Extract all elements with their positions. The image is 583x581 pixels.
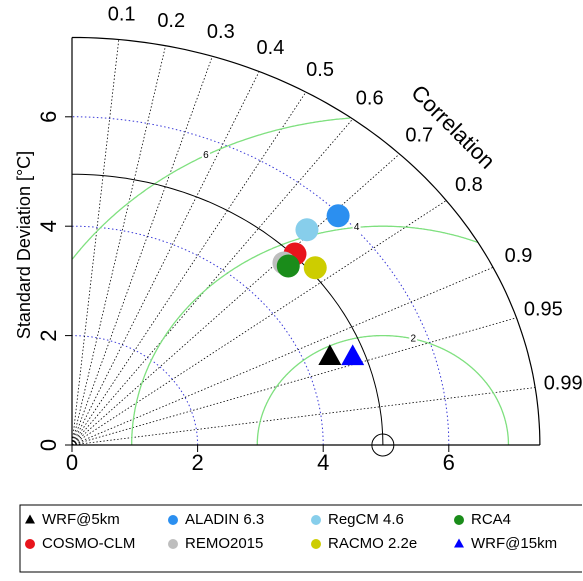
rms-tick-label: 4 (354, 222, 360, 233)
legend-marker (25, 514, 35, 524)
y-axis-label: Standard Deviation [°C] (14, 151, 34, 339)
legend-label: ALADIN 6.3 (185, 511, 264, 528)
data-point (341, 344, 365, 366)
correlation-ray (71, 266, 494, 446)
legend-marker (311, 539, 321, 549)
rms-tick-label: 6 (203, 150, 209, 161)
legend-marker (311, 515, 321, 525)
legend-marker (168, 515, 178, 525)
reference-point (371, 433, 395, 457)
correlation-tick-label: 0.5 (306, 59, 334, 81)
correlation-tick-label: 0.8 (455, 174, 483, 196)
x-tick-label: 2 (191, 450, 203, 475)
correlation-tick-label: 0.3 (207, 21, 235, 43)
data-point (303, 256, 327, 280)
correlation-ray (71, 39, 120, 446)
correlation-ray (71, 153, 400, 446)
data-point (276, 254, 300, 278)
sd-grid-arc (72, 335, 199, 445)
correlation-tick-label: 0.6 (356, 88, 384, 110)
correlation-tick-label: 0.4 (257, 37, 285, 59)
legend-label: REMO2015 (185, 535, 263, 552)
legend-marker (454, 538, 464, 548)
correlation-ray (71, 387, 536, 446)
correlation-ray (71, 71, 260, 446)
outer-arc (72, 36, 541, 446)
correlation-ray (71, 56, 213, 446)
correlation-ray (71, 317, 517, 446)
data-point (318, 344, 342, 365)
data-point (326, 204, 350, 228)
legend-marker (168, 539, 178, 549)
legend-label: RACMO 2.2e (328, 535, 417, 552)
x-tick-label: 0 (66, 450, 78, 475)
rms-label-bg (409, 332, 418, 345)
rms-label-bg (201, 149, 210, 162)
correlation-ray (71, 118, 354, 446)
x-tick-label: 6 (443, 450, 455, 475)
y-tick-label: 0 (36, 439, 61, 451)
rms-arc (131, 225, 479, 445)
rms-arc (256, 334, 510, 445)
y-tick-label: 6 (36, 111, 61, 123)
legend-label: RegCM 4.6 (328, 511, 404, 528)
legend-marker (454, 515, 464, 525)
correlation-tick-label: 0.7 (405, 125, 433, 147)
legend-label: WRF@5km (42, 511, 120, 528)
y-tick-label: 2 (36, 329, 61, 341)
correlation-tick-label: 0.1 (108, 3, 136, 25)
legend-label: WRF@15km (471, 535, 557, 552)
data-point (295, 218, 319, 242)
rms-arc (71, 117, 351, 260)
correlation-ray (71, 200, 447, 446)
legend-label: RCA4 (471, 511, 511, 528)
correlation-tick-label: 0.2 (157, 10, 185, 32)
legend-box (19, 504, 582, 573)
legend-label: COSMO-CLM (42, 535, 135, 552)
rms-tick-label: 2 (410, 333, 416, 344)
correlation-tick-label: 0.99 (544, 372, 583, 394)
correlation-tick-label: 0.95 (524, 298, 563, 320)
correlation-ray (71, 91, 307, 446)
x-tick-label: 4 (317, 450, 329, 475)
correlation-ray (71, 45, 166, 446)
y-tick-label: 4 (36, 220, 61, 232)
legend-marker (25, 539, 35, 549)
rms-label-bg (352, 221, 361, 234)
sd-grid-arc (72, 116, 450, 446)
correlation-tick-label: 0.9 (505, 245, 533, 267)
sd-grid-arc (72, 225, 324, 445)
